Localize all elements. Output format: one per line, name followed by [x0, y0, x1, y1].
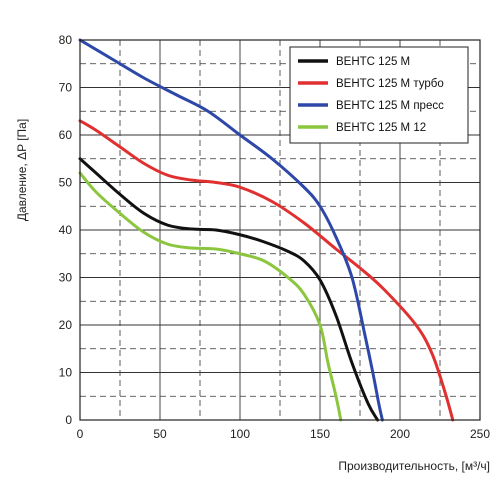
y-tick-label: 20 [59, 318, 73, 332]
y-tick-label: 60 [59, 128, 73, 142]
x-tick-label: 0 [77, 427, 84, 441]
y-tick-label: 70 [59, 81, 73, 95]
y-tick-label: 0 [65, 413, 72, 427]
legend-label: ВЕНТС 125 М 12 [336, 122, 426, 134]
legend-label: ВЕНТС 125 М турбо [336, 78, 444, 90]
legend: ВЕНТС 125 М ВЕНТС 125 М турбо ВЕНТС 125 М … [289, 46, 469, 144]
plot-frame [79, 39, 481, 421]
y-tick-label: 50 [59, 176, 73, 190]
x-tick-label: 150 [310, 427, 330, 441]
x-axis-title: Производительность, [м³/ч] [338, 459, 490, 473]
y-tick-label: 80 [59, 33, 73, 47]
series-line-3 [78, 171, 343, 422]
tick-labels: 0 50 100 150 200 250 0 10 20 30 40 50 60 70 80 [59, 33, 491, 441]
series-lines [78, 38, 455, 422]
y-tick-label: 40 [59, 223, 73, 237]
legend-label: ВЕНТС 125 М пресс [336, 100, 444, 112]
series-line-1 [78, 119, 455, 422]
x-tick-label: 50 [153, 427, 167, 441]
y-tick-label: 10 [59, 366, 73, 380]
y-tick-label: 30 [59, 271, 73, 285]
series-line-0 [78, 157, 380, 422]
x-tick-label: 100 [230, 427, 250, 441]
series-line-2 [78, 38, 384, 422]
x-tick-label: 200 [390, 427, 410, 441]
legend-label: ВЕНТС 125 М [336, 56, 410, 68]
x-tick-label: 250 [470, 427, 490, 441]
y-axis-title: Давление, ΔP [Па] [15, 119, 29, 221]
